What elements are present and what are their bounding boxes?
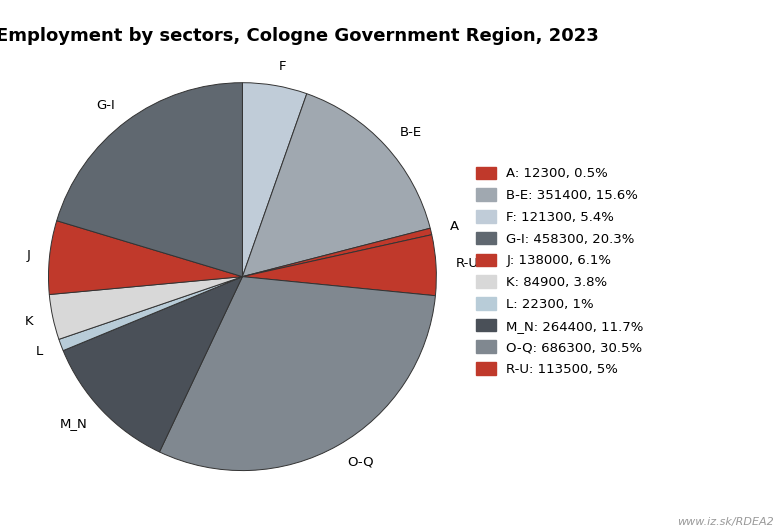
Text: L: L (35, 345, 43, 359)
Wedge shape (242, 94, 430, 277)
Wedge shape (242, 82, 307, 277)
Text: O-Q: O-Q (347, 456, 374, 469)
Wedge shape (57, 82, 242, 277)
Text: K: K (25, 315, 34, 328)
Wedge shape (160, 277, 436, 471)
Text: J: J (27, 249, 30, 262)
Wedge shape (49, 277, 242, 339)
Wedge shape (63, 277, 242, 452)
Wedge shape (242, 235, 436, 296)
Text: F: F (278, 60, 286, 73)
Text: B-E: B-E (400, 126, 421, 139)
Wedge shape (48, 221, 242, 295)
Text: G-I: G-I (96, 99, 115, 112)
Text: www.iz.sk/RDEA2: www.iz.sk/RDEA2 (677, 517, 774, 527)
Text: M_N: M_N (60, 417, 88, 430)
Text: R-U: R-U (455, 257, 479, 270)
Legend: A: 12300, 0.5%, B-E: 351400, 15.6%, F: 121300, 5.4%, G-I: 458300, 20.3%, J: 1380: A: 12300, 0.5%, B-E: 351400, 15.6%, F: 1… (475, 167, 644, 376)
Wedge shape (242, 228, 432, 277)
Wedge shape (59, 277, 242, 351)
Text: A: A (450, 220, 459, 234)
Text: Employment by sectors, Cologne Government Region, 2023: Employment by sectors, Cologne Governmen… (0, 27, 598, 45)
